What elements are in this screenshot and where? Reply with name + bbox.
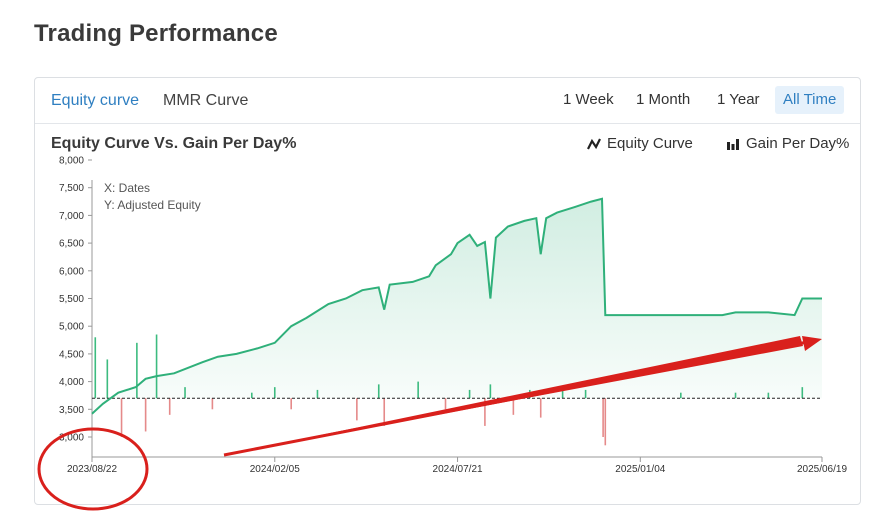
gain-bar [512,398,515,415]
card-header: Equity curve MMR Curve 1 Week 1 Month 1 … [35,78,860,124]
gain-bar [290,398,292,410]
gain-bar [356,398,358,421]
range-1-week-button[interactable]: 1 Week [563,91,614,108]
gain-bar [444,398,447,410]
annotation-circle [37,427,149,511]
x-tick-label: 2025/06/19 [797,464,847,475]
annotation-arrow-body [224,336,803,455]
y-tick-label: 8,000 [59,156,84,167]
page-title: Trading Performance [34,20,278,47]
legend-equity-label: Equity Curve [607,135,693,152]
gain-bar [604,398,607,446]
annotation-arrowhead [802,336,822,351]
x-tick-label: 2024/07/21 [433,464,483,475]
y-tick-label: 3,500 [59,405,84,416]
y-tick-label: 5,000 [59,322,84,333]
y-tick-label: 4,000 [59,377,84,388]
y-tick-label: 7,000 [59,211,84,222]
equity-curve-line [91,197,822,415]
range-all-time-button[interactable]: All Time [775,86,845,114]
range-1-month-button[interactable]: 1 Month [636,91,691,108]
y-tick-label: 6,000 [59,266,84,277]
y-tick-label: 5,500 [59,294,84,305]
gain-bar [211,398,214,410]
x-axis-info: X: Dates [104,181,150,195]
gain-bar [484,398,486,426]
legend-equity-curve[interactable]: Equity Curve [587,135,693,152]
bar-chart-icon [726,138,740,150]
gain-bar [144,398,147,432]
line-chart-icon [587,138,601,150]
gain-bar [168,398,171,415]
y-axis-info: Y: Adjusted Equity [104,198,201,212]
tab-equity-curve[interactable]: Equity curve [51,92,140,109]
gain-bar [136,342,138,399]
gain-bar [120,398,123,437]
legend-gain-label: Gain Per Day% [746,135,850,152]
chart-title: Equity Curve Vs. Gain Per Day% [51,135,297,152]
y-tick-label: 3,000 [59,433,84,444]
gain-bar [539,398,542,418]
y-tick-label: 4,500 [59,349,84,360]
x-tick-label: 2023/08/22 [67,464,117,475]
x-tick-label: 2024/02/05 [250,464,300,475]
range-1-year-button[interactable]: 1 Year [717,91,760,108]
gain-bar [106,359,109,399]
gain-bar [602,398,604,437]
y-tick-label: 7,500 [59,183,84,194]
x-tick-label: 2025/01/04 [615,464,665,475]
equity-area-fill [92,198,822,414]
gain-bar [94,337,97,399]
y-tick-label: 6,500 [59,239,84,250]
gain-bar [383,398,386,426]
gain-bar [155,334,158,399]
legend-gain-per-day[interactable]: Gain Per Day% [726,135,849,152]
tab-mmr-curve[interactable]: MMR Curve [163,92,249,109]
